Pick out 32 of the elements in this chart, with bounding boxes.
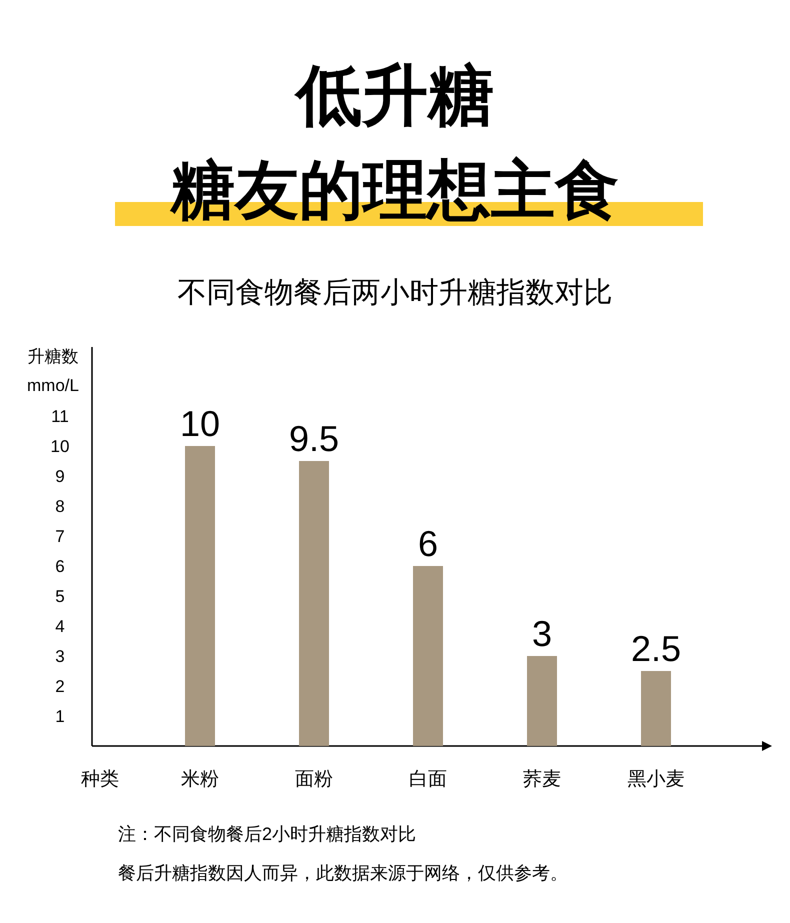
x-axis-title: 种类 — [81, 769, 119, 790]
x-tick-label: 白面 — [409, 769, 447, 790]
data-label: 9.5 — [288, 418, 340, 459]
data-label: 6 — [418, 523, 438, 564]
y-tick-label: 7 — [55, 527, 65, 546]
y-tick-label: 6 — [55, 557, 65, 576]
y-tick-label: 1 — [55, 707, 65, 726]
y-tick-label: 8 — [55, 497, 65, 516]
bar — [641, 671, 671, 746]
text: 不同食物餐后两小时升糖指数对比 — [178, 277, 612, 309]
text: 餐后升糖指数因人而异，此数据来源于网络，仅供参考。 — [118, 863, 568, 883]
chart-title: 低升糖 — [294, 58, 494, 132]
y-tick-label: 9 — [55, 467, 65, 486]
bar — [299, 461, 329, 746]
x-tick-label: 荞麦 — [523, 769, 561, 790]
text: 注：不同食物餐后2小时升糖指数对比 — [118, 824, 416, 844]
y-tick-label: 10 — [50, 437, 70, 456]
data-label: 2.5 — [630, 628, 682, 669]
y-tick-label: 3 — [55, 647, 65, 666]
x-tick-label: 面粉 — [295, 769, 333, 790]
y-tick-label: 5 — [55, 587, 65, 606]
y-tick-label: 4 — [55, 617, 65, 636]
data-label: 10 — [180, 403, 220, 444]
bar — [185, 446, 215, 746]
bar — [527, 656, 557, 746]
x-tick-label: 米粉 — [181, 769, 219, 790]
y-tick-label: 11 — [51, 407, 69, 426]
x-tick-label: 黑小麦 — [628, 769, 684, 790]
data-label: 3 — [532, 613, 552, 654]
y-tick-label: 2 — [55, 677, 65, 696]
y-axis-title: 升糖数 mmo/L — [27, 347, 79, 395]
bar — [413, 566, 443, 746]
